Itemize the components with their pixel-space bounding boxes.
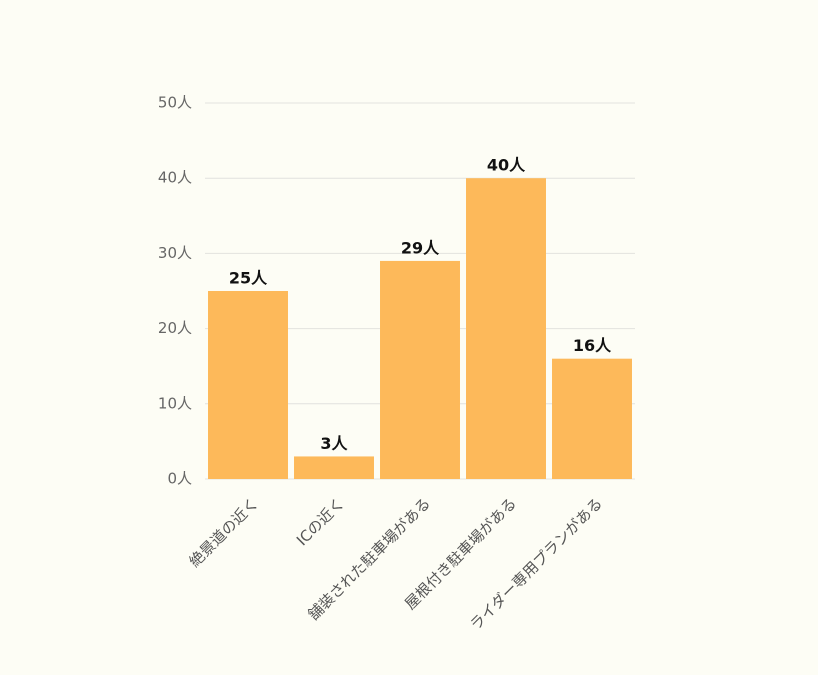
bar bbox=[380, 260, 460, 479]
value-label: 29人 bbox=[401, 238, 440, 257]
bar bbox=[208, 291, 288, 479]
bar bbox=[552, 358, 632, 479]
y-tick-label: 50人 bbox=[158, 94, 192, 112]
y-tick-label: 10人 bbox=[158, 394, 192, 412]
y-tick-label: 0人 bbox=[167, 470, 192, 488]
value-label: 16人 bbox=[573, 336, 612, 355]
value-label: 25人 bbox=[229, 269, 268, 288]
y-tick-label: 40人 bbox=[158, 169, 192, 187]
y-tick-label: 30人 bbox=[158, 244, 192, 262]
bar bbox=[466, 178, 546, 479]
x-tick-label: ICの近く bbox=[293, 494, 348, 549]
bar bbox=[294, 456, 374, 479]
y-tick-label: 20人 bbox=[158, 319, 192, 337]
value-label: 40人 bbox=[487, 156, 526, 175]
value-label: 3人 bbox=[320, 434, 348, 453]
x-tick-label: 絶景道の近く bbox=[186, 494, 262, 570]
